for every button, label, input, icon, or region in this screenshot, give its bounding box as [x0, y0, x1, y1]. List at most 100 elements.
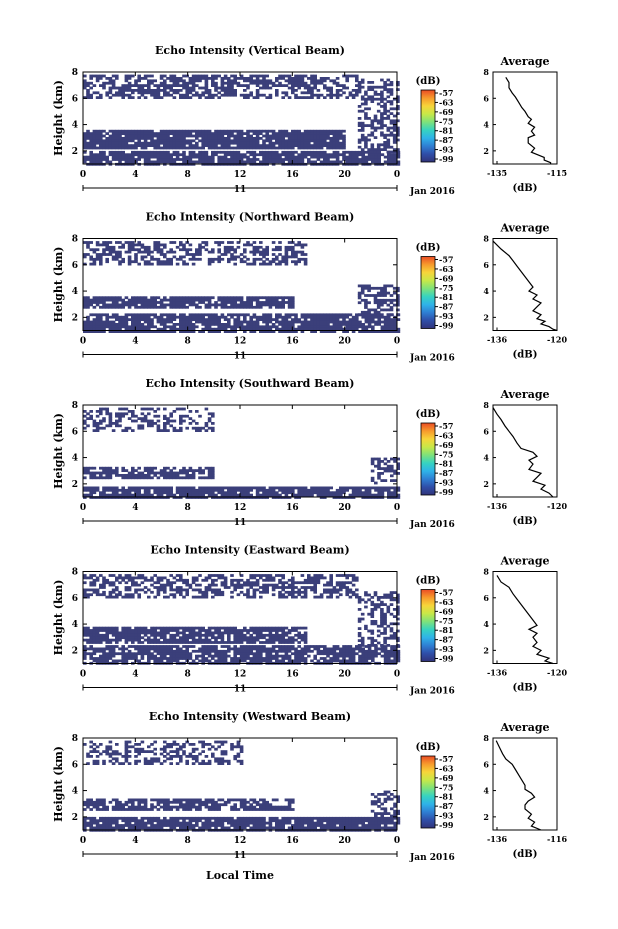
echo-cell: [271, 144, 276, 147]
echo-cell: [243, 330, 247, 333]
echo-cell: [355, 327, 359, 331]
echo-cell: [204, 590, 209, 594]
echo-cell: [99, 574, 103, 577]
echo-cell: [376, 150, 381, 154]
echo-cell: [115, 296, 119, 300]
echo-cell: [335, 327, 340, 331]
echo-cell: [396, 467, 400, 470]
echo-cell: [102, 576, 106, 580]
echo-cell: [188, 91, 193, 95]
echo-cell: [175, 641, 180, 644]
echo-cell: [102, 325, 106, 329]
echo-cell: [147, 158, 151, 161]
echo-cell: [227, 586, 231, 589]
echo-cell: [95, 424, 100, 428]
echo-cell: [220, 574, 225, 577]
echo-cell: [140, 574, 145, 577]
echo-cell: [179, 488, 183, 492]
echo-cell: [396, 81, 400, 84]
echo-cell: [217, 590, 221, 594]
echo-cell: [207, 129, 212, 133]
echo-cell: [131, 298, 135, 302]
echo-cell: [310, 77, 314, 80]
echo-cell: [166, 250, 170, 254]
echo-cell: [201, 153, 205, 157]
echo-cell: [156, 638, 161, 642]
echo-cell: [137, 636, 141, 640]
echo-cell: [121, 318, 125, 321]
echo-cell: [153, 574, 157, 577]
echo-cell: [370, 457, 375, 461]
echo-cell: [326, 153, 330, 157]
echo-cell: [323, 486, 327, 490]
echo-cell: [252, 629, 257, 632]
echo-cell: [111, 588, 116, 592]
echo-cell: [150, 305, 154, 309]
echo-cell: [371, 313, 375, 317]
echo-cell: [185, 93, 189, 97]
echo-cell: [188, 641, 193, 644]
echo-cell: [383, 112, 387, 115]
echo-cell: [275, 313, 279, 317]
echo-cell: [217, 318, 221, 321]
echo-cell: [230, 86, 234, 90]
echo-cell: [220, 303, 225, 307]
echo-cell: [147, 419, 151, 423]
echo-cell: [255, 79, 260, 83]
echo-cell: [271, 629, 276, 632]
echo-cell: [207, 313, 212, 317]
echo-cell: [265, 318, 269, 321]
echo-cell: [127, 245, 132, 249]
echo-cell: [102, 638, 106, 642]
echo-cell: [172, 77, 177, 80]
echo-cell: [383, 291, 387, 295]
echo-cell: [255, 636, 260, 640]
echo-cell: [278, 581, 282, 585]
echo-cell: [345, 160, 349, 164]
echo-cell: [147, 476, 151, 480]
echo-cell: [220, 323, 225, 326]
echo-cell: [95, 158, 100, 161]
echo-cell: [153, 296, 157, 300]
echo-cell: [191, 486, 196, 490]
echo-cell: [262, 486, 266, 490]
echo-cell: [220, 491, 225, 495]
echo-cell: [316, 153, 321, 157]
echo-cell: [195, 583, 199, 587]
echo-cell: [268, 81, 273, 85]
echo-cell: [291, 296, 295, 300]
echo-cell: [108, 330, 113, 333]
echo-cell: [201, 323, 205, 326]
echo-cell: [275, 574, 279, 577]
echo-cell: [86, 641, 90, 644]
echo-cell: [159, 486, 164, 490]
echo-cell: [326, 146, 330, 150]
echo-cell: [137, 588, 141, 592]
echo-cell: [169, 158, 173, 161]
echo-cell: [175, 474, 180, 477]
echo-cell: [95, 488, 100, 492]
echo-cell: [179, 93, 183, 97]
echo-cell: [188, 476, 193, 480]
echo-cell: [99, 262, 103, 266]
echo-cell: [310, 139, 314, 143]
echo-cell: [259, 253, 263, 256]
echo-cell: [211, 471, 215, 475]
colorbar-tick-label: -93: [439, 311, 454, 321]
echo-cell: [127, 426, 132, 430]
echo-cell: [377, 158, 381, 161]
echo-cell: [262, 327, 266, 331]
echo-cell: [127, 262, 132, 266]
echo-cell: [323, 330, 327, 333]
echo-cell: [259, 595, 263, 599]
echo-cell: [156, 641, 161, 644]
echo-cell: [227, 325, 231, 329]
echo-cell: [383, 298, 387, 302]
echo-cell: [303, 153, 308, 157]
echo-cell: [262, 260, 266, 264]
echo-cell: [124, 144, 129, 147]
echo-cell: [99, 626, 103, 630]
echo-cell: [156, 296, 161, 300]
echo-cell: [89, 581, 93, 585]
echo-cell: [147, 245, 151, 249]
